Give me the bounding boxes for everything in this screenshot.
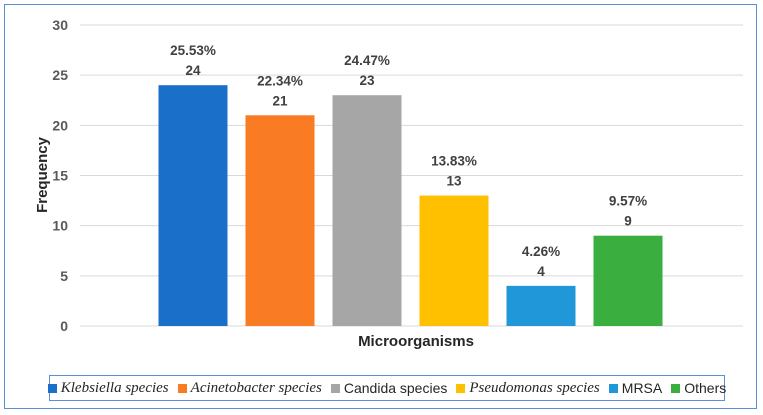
legend-item: Acinetobacter species bbox=[177, 379, 322, 397]
x-axis-title: Microorganisms bbox=[358, 333, 474, 350]
legend-label: Acinetobacter species bbox=[190, 379, 322, 396]
bar bbox=[245, 115, 315, 326]
legend-label: Candida species bbox=[343, 380, 448, 396]
chart-legend: Klebsiella species Acinetobacter species C… bbox=[47, 375, 726, 401]
y-tick-label: 15 bbox=[52, 168, 68, 184]
data-label-percent: 25.53% bbox=[170, 43, 216, 58]
data-label-percent: 22.34% bbox=[257, 73, 303, 88]
data-label-percent: 9.57% bbox=[609, 194, 647, 209]
y-tick-label: 30 bbox=[52, 17, 68, 33]
legend-item: Candida species bbox=[330, 380, 448, 396]
bar bbox=[593, 235, 663, 326]
data-label-value: 4 bbox=[537, 264, 545, 279]
legend-item: Klebsiella species bbox=[47, 379, 169, 397]
y-tick-label: 0 bbox=[60, 318, 68, 334]
y-tick-label: 10 bbox=[52, 218, 68, 234]
legend-swatch bbox=[608, 383, 618, 393]
bar bbox=[158, 85, 228, 326]
legend-label: Others bbox=[684, 380, 727, 396]
data-label-percent: 24.47% bbox=[344, 53, 390, 68]
y-tick-label: 5 bbox=[60, 268, 68, 284]
y-tick-label: 25 bbox=[52, 67, 68, 83]
legend-swatch bbox=[671, 383, 681, 393]
data-label-value: 9 bbox=[624, 214, 632, 229]
bar bbox=[332, 95, 402, 326]
legend-swatch bbox=[47, 383, 57, 393]
y-tick-label: 20 bbox=[52, 117, 68, 133]
chart-frame: 0 5 10 15 20 25 30 25.53% 24 22.34% 21 24.47% 23 13.8… bbox=[4, 4, 757, 409]
bar bbox=[506, 285, 576, 326]
legend-item: Others bbox=[671, 380, 726, 396]
data-label-value: 21 bbox=[272, 93, 288, 108]
bar-chart: 0 5 10 15 20 25 30 25.53% 24 22.34% 21 24.47% 23 13.8… bbox=[34, 17, 743, 350]
legend-swatch bbox=[330, 383, 340, 393]
legend-swatch bbox=[456, 383, 466, 393]
legend-item: Pseudomonas species bbox=[456, 379, 600, 397]
data-label-value: 24 bbox=[185, 63, 201, 78]
bar bbox=[419, 195, 489, 326]
data-label-percent: 4.26% bbox=[522, 244, 560, 259]
y-axis-title: Frequency bbox=[34, 136, 51, 213]
legend-swatch bbox=[177, 383, 187, 393]
legend-label: Klebsiella species bbox=[60, 379, 169, 396]
legend-label: Pseudomonas species bbox=[469, 379, 600, 396]
data-label-value: 23 bbox=[359, 73, 375, 88]
legend-item: MRSA bbox=[608, 380, 663, 396]
legend-label: MRSA bbox=[621, 380, 663, 396]
data-label-value: 13 bbox=[446, 174, 462, 189]
data-label-percent: 13.83% bbox=[431, 154, 477, 169]
